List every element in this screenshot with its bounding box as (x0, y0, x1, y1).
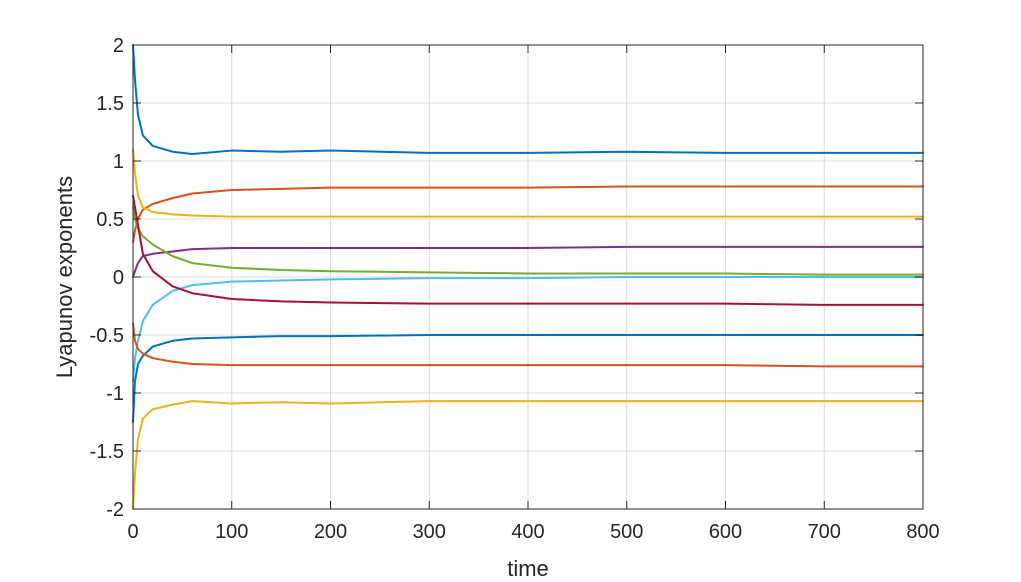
y-tick-label: 1 (113, 151, 124, 173)
y-tick-label: 2 (113, 35, 124, 57)
series-line-9 (132, 322, 924, 368)
y-tick-label: 1.5 (96, 93, 124, 115)
series-line-7 (132, 194, 924, 306)
x-tick-label: 600 (709, 521, 742, 543)
series-line-2 (132, 185, 924, 244)
x-tick-label: 500 (610, 521, 643, 543)
series-line-5 (132, 206, 924, 276)
y-tick-label: -1.5 (90, 441, 124, 463)
x-tick-label: 400 (511, 521, 544, 543)
y-tick-label: -0.5 (90, 325, 124, 347)
y-tick-label: -2 (106, 499, 124, 521)
x-tick-label: 0 (127, 521, 138, 543)
series-group (132, 44, 924, 510)
x-axis-label: time (507, 556, 549, 581)
y-tick-label: 0 (113, 267, 124, 289)
y-tick-labels: -2 -1.5 -1 -0.5 0 0.5 1 1.5 2 (90, 35, 124, 521)
series-line-8 (132, 334, 924, 423)
x-tick-label: 100 (215, 521, 248, 543)
x-tick-label: 200 (314, 521, 347, 543)
tick-marks (132, 44, 924, 510)
x-tick-labels: 0 100 200 300 400 500 600 700 800 (127, 521, 939, 543)
x-tick-label: 300 (413, 521, 446, 543)
x-tick-label: 800 (906, 521, 939, 543)
series-line-10 (132, 400, 924, 510)
series-line-4 (132, 245, 924, 278)
y-axis-label: Lyapunov exponents (52, 176, 77, 378)
x-tick-label: 700 (808, 521, 841, 543)
y-tick-label: -1 (106, 383, 124, 405)
y-tick-label: 0.5 (96, 209, 124, 231)
series-line-1 (132, 44, 924, 156)
series-line-3 (132, 148, 924, 218)
series-line-6 (132, 276, 924, 383)
